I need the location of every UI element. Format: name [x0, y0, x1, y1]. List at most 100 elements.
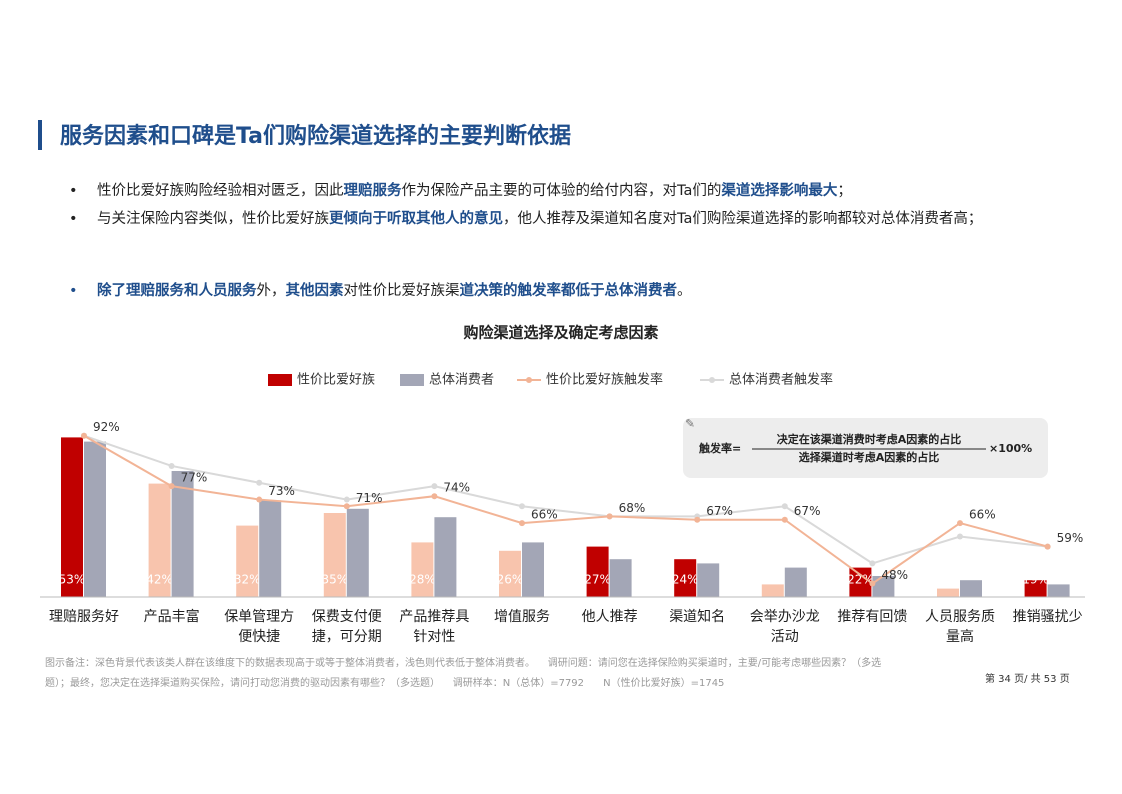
- bar: [499, 550, 521, 597]
- formula-denominator: 选择渠道时考虑A因素的占比: [799, 450, 940, 464]
- bar: [236, 525, 259, 597]
- x-tick-label: 推销骚扰少: [1013, 609, 1083, 625]
- line-point: [606, 513, 613, 520]
- bar: [960, 580, 982, 597]
- line: [83, 434, 1048, 585]
- bar-label: 24%: [672, 573, 699, 587]
- bar-label: 28%: [409, 573, 436, 587]
- bar: [61, 437, 83, 597]
- line-label: 71%: [356, 491, 383, 505]
- bullet-text: 除了理赔服务和人员服务: [97, 283, 257, 299]
- bar: [84, 441, 106, 597]
- bullet: • 与关注保险内容类似，性价比爱好族更倾向于听取其他人的意见，他人推荐及渠道知名度…: [69, 211, 983, 227]
- title-accent: [38, 120, 42, 150]
- x-tick-label: 理赔服务好: [49, 609, 119, 625]
- bullet-text: 理赔服务: [343, 183, 402, 199]
- line-point: [957, 533, 963, 540]
- bar: [937, 588, 959, 597]
- formula-numerator: 决定在该渠道消费时考虑A因素的占比: [777, 432, 962, 446]
- line-point: [694, 516, 701, 523]
- x-tick-label: 人员服务质量高: [925, 609, 995, 645]
- legend-label: 性价比爱好族触发率: [546, 372, 663, 388]
- line-point: [519, 520, 525, 527]
- formula-suffix: ×100%: [989, 442, 1032, 455]
- x-tick-label: 保费支付便捷，可分期: [312, 609, 382, 645]
- line-point: [869, 580, 876, 587]
- sample: 调研样本：N（总体）=7792: [452, 678, 585, 689]
- bar: [434, 517, 457, 597]
- bar: [148, 483, 171, 597]
- x-tick-label: 他人推荐: [582, 609, 638, 625]
- bar-label: 42%: [146, 573, 173, 587]
- line-label: 74%: [443, 481, 470, 495]
- footnote: 图示备注：深色背景代表该类人群在该维度下的数据表现高于或等于整体消费者，浅色则代…: [45, 654, 905, 694]
- bar: [1047, 584, 1070, 597]
- line-label: 66%: [969, 508, 996, 522]
- line-point: [256, 496, 263, 503]
- x-tick-label: 渠道知名: [669, 608, 725, 625]
- legend-label: 总体消费者触发率: [729, 372, 833, 388]
- bar: [697, 563, 720, 597]
- line-point: [519, 503, 525, 510]
- bar-label: 32%: [234, 573, 261, 587]
- note: 图示备注：深色背景代表该类人群在该维度下的数据表现高于或等于整体消费者，浅色则代…: [45, 658, 535, 669]
- legend-swatch: [709, 377, 715, 383]
- bar-label: 22%: [847, 573, 874, 587]
- bar: [784, 567, 807, 597]
- line-label: 92%: [93, 420, 120, 434]
- bullet-text: 与关注保险内容类似，性价比爱好族: [97, 211, 329, 227]
- line-label: 68%: [619, 501, 646, 515]
- bar: [872, 576, 895, 597]
- line-label: 48%: [881, 568, 908, 582]
- x-tick-label: 产品丰富: [144, 608, 200, 625]
- bar-label: 17%: [935, 573, 962, 587]
- bullet-text: 作为保险产品主要的可体验的给付内容，对Ta们的: [401, 183, 722, 199]
- line-label: 67%: [794, 504, 821, 518]
- x-tick-label: 会举办沙龙活动: [750, 609, 820, 645]
- line-point: [431, 483, 438, 490]
- bullet-text: 。: [677, 283, 692, 299]
- line-label: 66%: [531, 508, 558, 522]
- x-tick-label: 保单管理方便快捷: [224, 609, 294, 645]
- bar: [171, 471, 194, 597]
- bar: [411, 542, 434, 597]
- formula-box: [683, 418, 1048, 478]
- bullet-text: 对性价比爱好族渠: [343, 283, 460, 299]
- line-point: [343, 503, 350, 510]
- bar-label: 27%: [584, 573, 611, 587]
- bullet-text: 渠道选择影响最大: [721, 183, 838, 199]
- bar: [259, 500, 282, 597]
- legend-swatch: [526, 377, 532, 383]
- line: [83, 434, 1048, 565]
- bullet: • 除了理赔服务和人员服务外，其他因素对性价比爱好族渠道决策的触发率都低于总体消费…: [69, 283, 692, 299]
- bar: [674, 559, 697, 597]
- line-point: [168, 462, 175, 469]
- chart-title: 购险渠道选择及确定考虑因素: [463, 324, 658, 342]
- line-label: 67%: [706, 504, 733, 518]
- line-point: [869, 560, 876, 567]
- line-point: [781, 516, 788, 523]
- bar: [323, 513, 346, 597]
- line-point: [168, 483, 175, 490]
- bullet: • 性价比爱好族购险经验相对匮乏，因此理赔服务作为保险产品主要的可体验的给付内容，…: [69, 183, 852, 199]
- bar: [609, 559, 632, 597]
- line-label: 59%: [1057, 531, 1084, 545]
- line-point: [781, 503, 788, 510]
- legend-swatch: [400, 374, 424, 386]
- line-point: [81, 432, 87, 439]
- bullet-text: 更倾向于听取其他人的意见: [329, 211, 503, 227]
- bar: [1024, 580, 1047, 597]
- line-point: [1044, 543, 1051, 550]
- line-point: [431, 493, 438, 500]
- bar-label: 53%: [59, 573, 86, 587]
- bar: [761, 584, 784, 597]
- line-label: 77%: [181, 471, 208, 485]
- bar: [346, 508, 369, 597]
- bar-label: 19%: [1022, 573, 1049, 587]
- line-point: [343, 496, 350, 503]
- legend-label: 性价比爱好族: [297, 372, 375, 388]
- formula-label: 触发率=: [698, 441, 741, 455]
- bullet-text: 性价比爱好族购险经验相对匮乏，因此: [97, 183, 344, 199]
- bullet-text: 外，: [256, 283, 286, 299]
